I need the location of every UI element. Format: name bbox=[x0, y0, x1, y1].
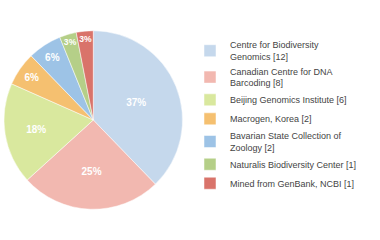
svg-text:3%: 3% bbox=[64, 37, 77, 47]
svg-text:Canadian Centre for DNABarcodi: Canadian Centre for DNABarcoding [8] bbox=[230, 67, 333, 89]
svg-text:25%: 25% bbox=[82, 166, 102, 177]
svg-text:Centre for BiodiversityGenomic: Centre for BiodiversityGenomics [12] bbox=[230, 40, 319, 62]
svg-text:6%: 6% bbox=[25, 72, 40, 83]
svg-text:Naturalis Biodiversity Center: Naturalis Biodiversity Center [1] bbox=[230, 160, 356, 170]
svg-text:3%: 3% bbox=[79, 34, 92, 44]
svg-text:Bavarian State Collection ofZo: Bavarian State Collection ofZoology [2] bbox=[230, 131, 342, 153]
svg-text:Mined from GenBank, NCBI [1]: Mined from GenBank, NCBI [1] bbox=[230, 179, 354, 189]
svg-text:Beijing Genomics Institute [6]: Beijing Genomics Institute [6] bbox=[230, 95, 347, 105]
svg-text:18%: 18% bbox=[26, 124, 46, 135]
svg-text:Macrogen, Korea [2]: Macrogen, Korea [2] bbox=[230, 114, 312, 124]
svg-text:6%: 6% bbox=[45, 52, 60, 63]
svg-text:37%: 37% bbox=[126, 97, 146, 108]
